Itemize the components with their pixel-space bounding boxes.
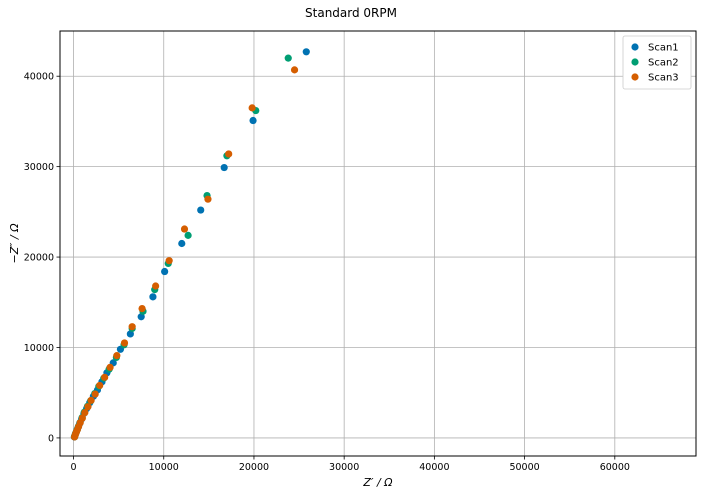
data-point bbox=[197, 206, 205, 214]
data-point bbox=[120, 339, 129, 347]
data-point bbox=[78, 414, 86, 422]
data-point bbox=[152, 282, 160, 290]
series-scan3 bbox=[70, 66, 299, 441]
y-tick-label: 0 bbox=[48, 433, 54, 444]
y-tick-label: 40000 bbox=[24, 72, 54, 83]
y-axis-label: −Z″ / Ω bbox=[8, 223, 21, 264]
data-point bbox=[113, 352, 121, 360]
legend-marker bbox=[631, 73, 639, 81]
data-point bbox=[284, 54, 292, 62]
data-point bbox=[84, 403, 92, 411]
data-point bbox=[106, 363, 114, 371]
series-scan1 bbox=[70, 48, 310, 441]
data-point bbox=[87, 396, 95, 404]
chart-title: Standard 0RPM bbox=[305, 6, 397, 20]
data-point bbox=[91, 390, 99, 398]
data-point bbox=[204, 195, 212, 203]
data-point bbox=[149, 293, 157, 301]
legend-marker bbox=[631, 58, 639, 66]
legend-marker bbox=[631, 43, 639, 51]
data-point bbox=[101, 373, 109, 381]
data-point bbox=[302, 48, 310, 56]
x-axis-label: Z′ / Ω bbox=[362, 476, 393, 489]
points-layer bbox=[70, 48, 310, 441]
data-point bbox=[184, 231, 192, 239]
legend: Scan1 Scan2 Scan3 bbox=[622, 35, 692, 90]
data-point bbox=[220, 163, 228, 172]
x-tick-label: 60000 bbox=[600, 462, 630, 473]
x-tick-label: 0 bbox=[71, 462, 77, 473]
x-tick-label: 50000 bbox=[509, 462, 539, 473]
x-tick-label: 40000 bbox=[419, 462, 449, 473]
tick-layer: 0 10000 20000 30000 40000 50000 60000 0 10000 200… bbox=[24, 72, 630, 473]
data-point bbox=[290, 66, 299, 74]
data-point bbox=[96, 381, 104, 390]
legend-label: Scan2 bbox=[648, 58, 679, 69]
data-point bbox=[225, 150, 233, 158]
x-tick-label: 20000 bbox=[239, 462, 269, 473]
data-point bbox=[178, 239, 186, 248]
data-point bbox=[126, 330, 134, 338]
data-point bbox=[81, 408, 89, 417]
data-point bbox=[161, 267, 169, 276]
data-point bbox=[138, 305, 146, 313]
data-point bbox=[249, 116, 257, 125]
data-point bbox=[165, 257, 173, 265]
legend-box bbox=[622, 35, 692, 90]
data-point bbox=[180, 225, 189, 233]
data-point bbox=[128, 323, 136, 331]
plot-frame bbox=[59, 30, 697, 457]
grid-layer bbox=[60, 31, 696, 456]
y-tick-label: 30000 bbox=[24, 162, 54, 173]
x-tick-label: 30000 bbox=[329, 462, 359, 473]
x-tick-label: 10000 bbox=[149, 462, 179, 473]
legend-label: Scan1 bbox=[648, 43, 679, 54]
data-point bbox=[137, 313, 145, 321]
y-tick-label: 20000 bbox=[24, 253, 54, 264]
data-point bbox=[248, 104, 256, 112]
legend-label: Scan3 bbox=[648, 73, 679, 84]
y-tick-label: 10000 bbox=[24, 343, 54, 354]
